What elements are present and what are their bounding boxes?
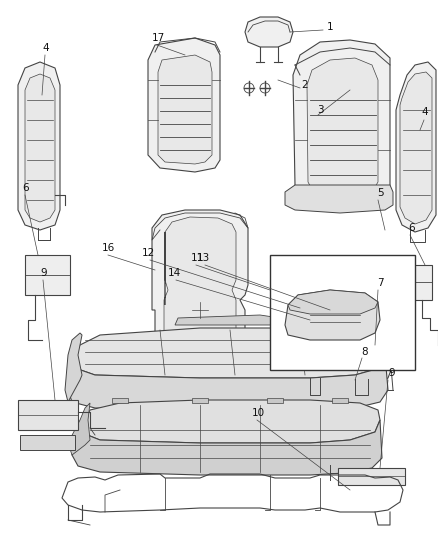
Circle shape — [213, 308, 217, 312]
Polygon shape — [338, 468, 405, 485]
Polygon shape — [307, 58, 378, 197]
Polygon shape — [285, 290, 380, 340]
Text: 6: 6 — [23, 183, 29, 193]
Polygon shape — [192, 398, 208, 403]
Text: 17: 17 — [152, 33, 165, 43]
Polygon shape — [18, 400, 78, 430]
Polygon shape — [175, 315, 280, 325]
Polygon shape — [245, 17, 293, 47]
Text: 6: 6 — [409, 223, 415, 233]
Text: 16: 16 — [101, 243, 115, 253]
Text: 3: 3 — [317, 105, 323, 115]
Text: 7: 7 — [377, 278, 383, 288]
Text: 12: 12 — [141, 248, 155, 258]
Polygon shape — [158, 55, 212, 164]
Polygon shape — [288, 290, 378, 314]
Polygon shape — [164, 217, 236, 347]
Polygon shape — [152, 210, 248, 355]
Polygon shape — [267, 398, 283, 403]
Text: 13: 13 — [196, 253, 210, 263]
Polygon shape — [80, 400, 380, 443]
Polygon shape — [285, 185, 393, 213]
Polygon shape — [400, 72, 432, 224]
Text: 8: 8 — [362, 347, 368, 357]
Text: 11: 11 — [191, 253, 204, 263]
Polygon shape — [72, 420, 382, 475]
Text: 5: 5 — [377, 188, 383, 198]
Polygon shape — [148, 38, 220, 172]
Polygon shape — [72, 328, 385, 378]
Polygon shape — [25, 255, 70, 295]
Text: 4: 4 — [42, 43, 49, 53]
Text: 1: 1 — [327, 22, 333, 32]
Polygon shape — [20, 435, 75, 450]
Bar — [270, 255, 415, 370]
Polygon shape — [18, 62, 60, 230]
Polygon shape — [395, 265, 432, 300]
Text: 10: 10 — [251, 408, 265, 418]
Text: 14: 14 — [167, 268, 180, 278]
Polygon shape — [332, 398, 348, 403]
Polygon shape — [68, 403, 90, 455]
Text: 2: 2 — [302, 80, 308, 90]
Polygon shape — [112, 398, 128, 403]
Text: 9: 9 — [41, 268, 47, 278]
Polygon shape — [308, 285, 380, 379]
Text: 9: 9 — [389, 368, 396, 378]
Polygon shape — [396, 62, 436, 232]
Polygon shape — [68, 355, 388, 412]
Polygon shape — [65, 333, 82, 402]
Polygon shape — [293, 40, 390, 207]
Circle shape — [183, 308, 187, 312]
Polygon shape — [25, 74, 55, 222]
Polygon shape — [285, 276, 393, 387]
Text: 4: 4 — [422, 107, 428, 117]
